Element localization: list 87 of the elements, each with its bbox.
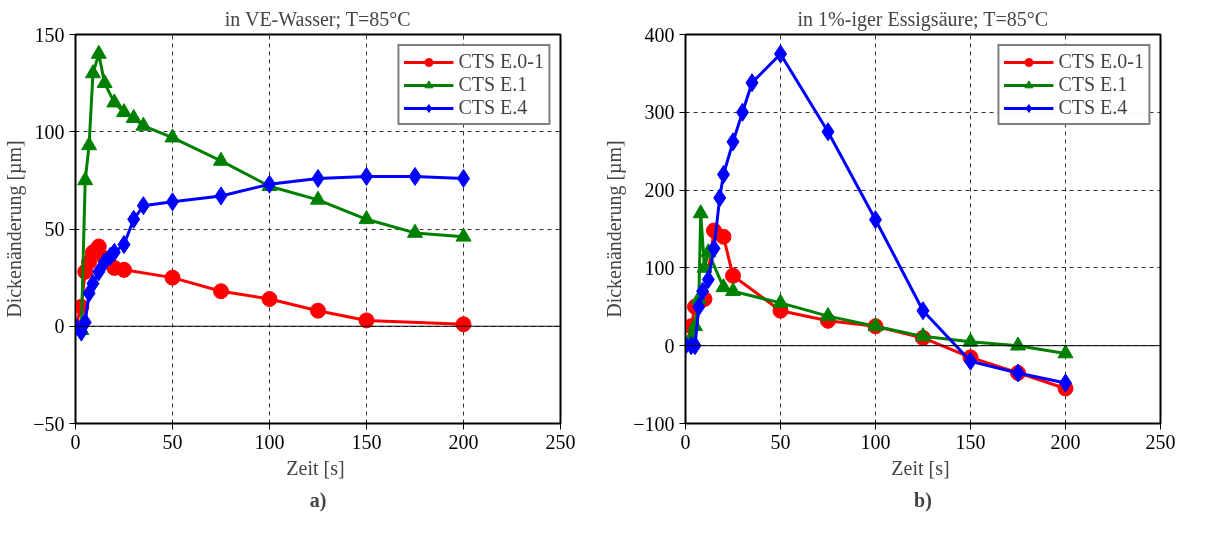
point [726, 132, 740, 152]
point [1057, 344, 1074, 359]
point [1010, 336, 1026, 351]
legend-label: CTS E.4 [458, 96, 528, 119]
y-tick-label: 300 [644, 101, 675, 124]
legend-label: CTS E.1 [458, 73, 528, 96]
point [92, 262, 106, 282]
x-tick-label: 250 [1145, 430, 1176, 453]
text: b) [914, 488, 932, 512]
point [455, 316, 472, 333]
legend-label: CTS E.1 [1058, 73, 1128, 96]
point [725, 267, 741, 284]
x-tick-label: 100 [860, 430, 891, 453]
x-tick-label: 0 [680, 430, 691, 453]
point [136, 196, 150, 216]
point [407, 223, 423, 238]
x-axis-title: Zeit [s] [286, 456, 345, 479]
point [125, 108, 142, 123]
point [77, 171, 94, 186]
point [725, 282, 741, 297]
point [915, 327, 931, 342]
point [86, 273, 100, 293]
point [310, 302, 326, 319]
point [408, 166, 422, 186]
x-tick-label: 100 [254, 430, 285, 453]
point [311, 168, 325, 188]
point [90, 44, 107, 59]
y-axis-title: Dickenänderung [µm] [3, 140, 27, 318]
point [745, 73, 759, 93]
point [692, 204, 709, 219]
chart-title: in 1%-iger Essigsäure; T=85°C [797, 7, 1049, 31]
x-tick-label: 250 [545, 430, 576, 453]
point [135, 116, 152, 131]
y-axis-title: Dickenänderung [µm] [603, 140, 627, 318]
x-tick-label: 200 [1050, 430, 1081, 453]
point [84, 64, 101, 79]
y-tick-label: 150 [34, 23, 65, 46]
y-tick-label: 0 [664, 334, 675, 357]
point [455, 227, 472, 242]
legend-label: CTS E.4 [1058, 96, 1128, 119]
point [310, 190, 326, 205]
point [821, 122, 835, 142]
point [358, 210, 375, 225]
x-tick-label: 0 [70, 430, 81, 453]
point [213, 283, 229, 300]
point [358, 312, 375, 329]
point [213, 151, 229, 166]
point [127, 209, 141, 229]
point [261, 291, 278, 308]
point [164, 128, 181, 143]
y-tick-label: 100 [644, 256, 675, 279]
point [214, 186, 228, 206]
x-tick-label: 150 [351, 430, 382, 453]
point [916, 301, 930, 321]
point [715, 278, 732, 293]
x-tick-label: 50 [162, 430, 183, 453]
point [696, 281, 710, 301]
x-tick-label: 150 [955, 430, 986, 453]
y-tick-label: −50 [33, 412, 65, 435]
legend-label: CTS E.0-1 [1058, 50, 1144, 73]
x-tick-label: 50 [770, 430, 791, 453]
y-tick-label: 0 [54, 315, 65, 338]
point [116, 261, 132, 278]
y-tick-label: 100 [34, 120, 65, 143]
point [962, 332, 979, 347]
y-tick-label: 200 [644, 179, 675, 202]
point [715, 228, 732, 245]
point [117, 235, 131, 255]
point [164, 269, 181, 286]
y-tick-label: 50 [44, 218, 65, 240]
point [820, 306, 836, 321]
point [772, 293, 789, 308]
x-axis-title: Zeit [s] [891, 456, 950, 479]
point [713, 188, 727, 208]
point [707, 238, 721, 258]
text: a) [309, 488, 327, 512]
legend-label: CTS E.0-1 [458, 50, 544, 73]
point [106, 93, 123, 108]
point [701, 270, 715, 290]
y-tick-label: −100 [633, 412, 675, 435]
chart-title: in VE-Wasser; T=85°C [224, 7, 411, 30]
point [692, 297, 706, 317]
point [81, 136, 98, 151]
point [96, 73, 113, 88]
point [116, 103, 132, 118]
x-tick-label: 200 [448, 430, 479, 453]
y-tick-label: 400 [644, 23, 675, 46]
